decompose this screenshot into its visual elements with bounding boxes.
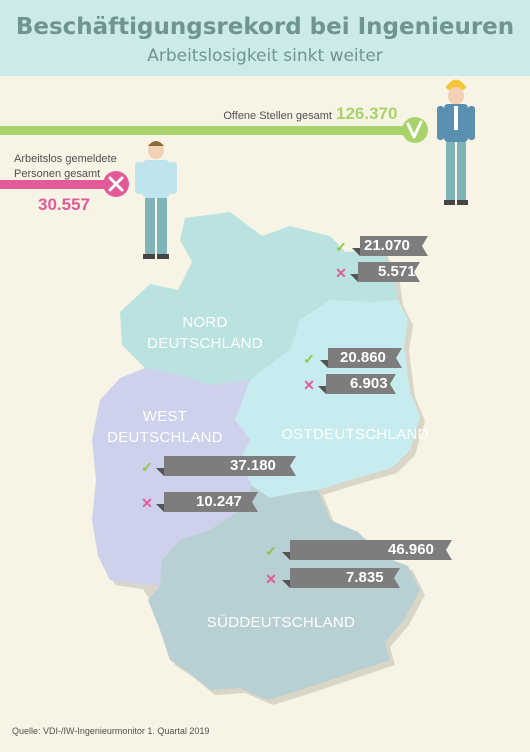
flag-sued-open [282, 540, 452, 560]
open-positions-value: 126.370 [336, 104, 398, 123]
flag-west-open [156, 456, 296, 476]
check-icon [402, 117, 428, 143]
unemployed-label-line2: Personen gesamt [14, 168, 101, 180]
nord-unemployed-value: 5.571 [378, 263, 416, 280]
region-nord-label: NORD DEUTSCHLAND [140, 312, 270, 354]
region-west-label: WEST DEUTSCHLAND [100, 406, 230, 448]
sued-x-icon: ✕ [265, 571, 277, 587]
ost-x-icon: ✕ [303, 377, 315, 393]
west-open-value: 37.180 [230, 457, 276, 474]
person-figure [135, 141, 177, 259]
flag-west-unemp [156, 492, 258, 512]
region-nord-line1: NORD [182, 314, 228, 331]
nord-open-value: 21.070 [364, 237, 410, 254]
engineer-figure-helmet [437, 79, 475, 205]
open-positions-bar [0, 126, 404, 135]
page-title: Beschäftigungsrekord bei Ingenieuren [15, 14, 515, 40]
x-icon-mark [108, 176, 124, 192]
region-nord-line2: DEUTSCHLAND [147, 335, 263, 352]
nord-x-icon: ✕ [335, 265, 347, 281]
west-unemployed-value: 10.247 [196, 493, 242, 510]
check-icon-mark [406, 120, 423, 139]
region-ost-label: OSTDEUTSCHLAND [280, 424, 430, 445]
region-west-line1: WEST [142, 408, 188, 425]
region-west-line2: DEUTSCHLAND [107, 429, 223, 446]
ost-open-value: 20.860 [340, 349, 386, 366]
region-nord-shape [120, 212, 398, 385]
page-subtitle: Arbeitslosigkeit sinkt weiter [147, 46, 383, 66]
unemployed-value: 30.557 [38, 195, 90, 214]
region-sued-shape [148, 486, 420, 700]
sued-open-value: 46.960 [388, 541, 434, 558]
region-ost-line1: OSTDEUTSCHLAND [281, 426, 429, 443]
flag-nord-open [352, 236, 428, 256]
unemployed-bar [0, 180, 104, 189]
unemployed-label: Arbeitslos gemeldete Personen gesamt [14, 152, 124, 182]
flag-sued-unemp [282, 568, 400, 588]
open-positions-label: Offene Stellen gesamt [223, 110, 332, 122]
source-note: Quelle: VDI-/IW-Ingenieurmonitor 1. Quar… [12, 726, 210, 736]
unemployed-label-line1: Arbeitslos gemeldete [14, 153, 117, 165]
flag-ost-open [320, 348, 402, 368]
flag-ost-unemp [318, 374, 396, 394]
west-check-icon: ✓ [141, 459, 153, 475]
ost-check-icon: ✓ [303, 351, 315, 367]
region-sued-label: SÜDDEUTSCHLAND [196, 612, 366, 633]
header-banner [0, 0, 530, 76]
sued-unemployed-value: 7.835 [346, 569, 384, 586]
ost-unemployed-value: 6.903 [350, 375, 388, 392]
west-x-icon: ✕ [141, 495, 153, 511]
flag-nord-unemp [350, 262, 420, 282]
region-west-shape [92, 368, 252, 586]
sued-check-icon: ✓ [265, 543, 277, 559]
region-sued-line1: SÜDDEUTSCHLAND [206, 614, 356, 631]
nord-check-icon: ✓ [335, 239, 347, 255]
